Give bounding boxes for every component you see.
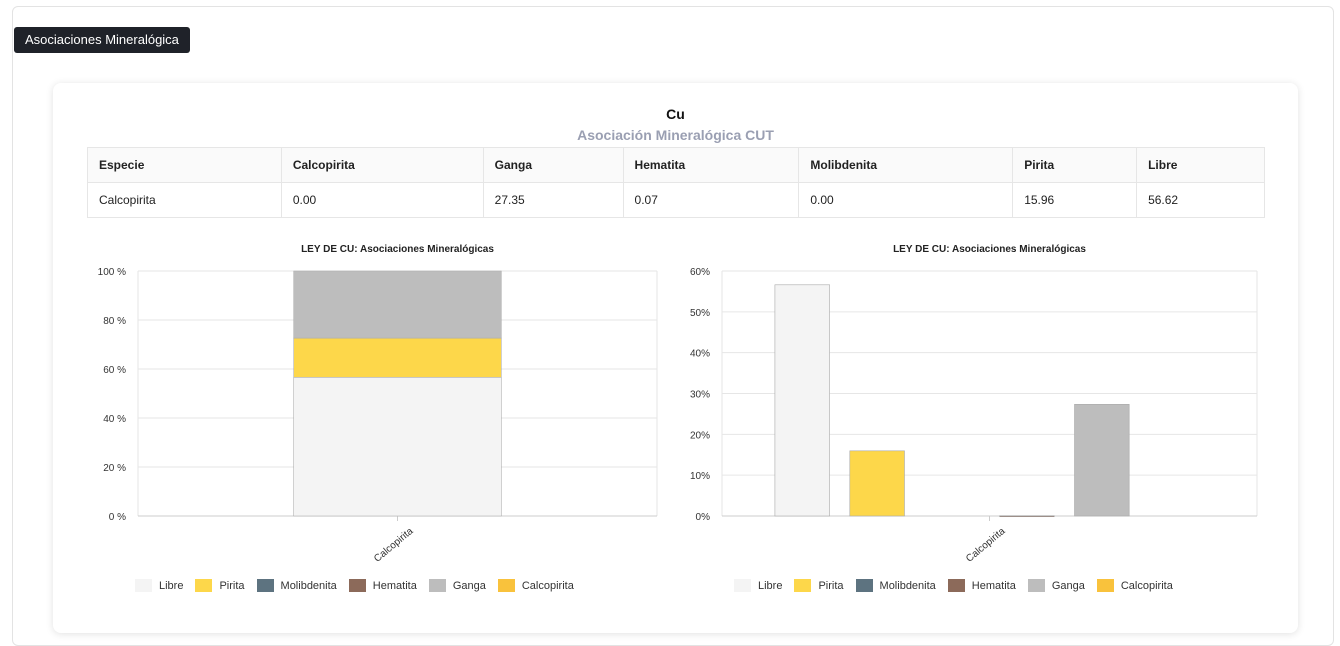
legend-swatch <box>734 579 751 592</box>
chart-title: LEY DE CU: Asociaciones Mineralógicas <box>301 244 494 255</box>
legend-label: Calcopirita <box>1121 580 1173 592</box>
header-libre: Libre <box>1137 148 1265 183</box>
legend-label: Hematita <box>972 580 1016 592</box>
legend-item-pirita[interactable]: Pirita <box>794 579 843 592</box>
legend-item-molibdenita[interactable]: Molibdenita <box>257 579 337 592</box>
legend-swatch <box>794 579 811 592</box>
y-tick-label: 60% <box>690 267 710 278</box>
table-row: Calcopirita 0.00 27.35 0.07 0.00 15.96 5… <box>88 183 1265 218</box>
legend-item-libre[interactable]: Libre <box>734 579 782 592</box>
cell-calcopirita: 0.00 <box>281 183 483 218</box>
y-tick-label: 20% <box>690 430 710 441</box>
cell-hematita: 0.07 <box>623 183 799 218</box>
legend-swatch <box>349 579 366 592</box>
y-tick-label: 40% <box>690 349 710 360</box>
stacked-chart-legend: Libre Pirita Molibdenita Hematita Ganga Calco… <box>135 579 586 592</box>
bar-hematita <box>1000 516 1055 517</box>
legend-swatch <box>195 579 212 592</box>
y-tick-label: 20 % <box>103 463 126 474</box>
cell-especie: Calcopirita <box>88 183 282 218</box>
cell-ganga: 27.35 <box>483 183 623 218</box>
legend-swatch <box>498 579 515 592</box>
association-table: Especie Calcopirita Ganga Hematita Molib… <box>87 147 1265 218</box>
legend-swatch <box>257 579 274 592</box>
legend-item-calcopirita[interactable]: Calcopirita <box>498 579 574 592</box>
x-tick-label: Calcopirita <box>964 526 1008 565</box>
card-subtitle: Asociación Mineralógica CUT <box>53 127 1298 143</box>
grouped-bar-chart: LEY DE CU: Asociaciones Mineralógicas 0% 1… <box>660 240 1280 570</box>
header-molibdenita: Molibdenita <box>799 148 1013 183</box>
y-tick-label: 80 % <box>103 316 126 327</box>
legend-swatch <box>135 579 152 592</box>
y-tick-label: 60 % <box>103 365 126 376</box>
legend-label: Calcopirita <box>522 580 574 592</box>
bar-pirita <box>850 451 905 516</box>
section-label: Asociaciones Mineralógica <box>14 27 190 53</box>
grouped-chart-legend: Libre Pirita Molibdenita Hematita Ganga Calco… <box>734 579 1185 592</box>
legend-swatch <box>856 579 873 592</box>
bar-libre <box>294 377 502 516</box>
cell-pirita: 15.96 <box>1013 183 1137 218</box>
legend-item-hematita[interactable]: Hematita <box>349 579 417 592</box>
legend-item-pirita[interactable]: Pirita <box>195 579 244 592</box>
y-tick-label: 0 % <box>109 512 126 523</box>
legend-label: Molibdenita <box>880 580 936 592</box>
y-tick-label: 40 % <box>103 414 126 425</box>
header-pirita: Pirita <box>1013 148 1137 183</box>
legend-swatch <box>1028 579 1045 592</box>
bar-libre <box>775 285 830 516</box>
table-header-row: Especie Calcopirita Ganga Hematita Molib… <box>88 148 1265 183</box>
legend-swatch <box>1097 579 1114 592</box>
legend-label: Pirita <box>818 580 843 592</box>
legend-label: Ganga <box>453 580 486 592</box>
y-tick-label: 100 % <box>98 267 126 278</box>
legend-label: Libre <box>159 580 183 592</box>
stacked-bar-chart: LEY DE CU: Asociaciones Mineralógicas 0 %… <box>60 240 680 570</box>
legend-item-ganga[interactable]: Ganga <box>429 579 486 592</box>
legend-swatch <box>429 579 446 592</box>
legend-swatch <box>948 579 965 592</box>
legend-label: Ganga <box>1052 580 1085 592</box>
bar-pirita <box>294 338 502 377</box>
header-ganga: Ganga <box>483 148 623 183</box>
bar-ganga <box>1075 404 1130 516</box>
y-tick-label: 30% <box>690 390 710 401</box>
header-especie: Especie <box>88 148 282 183</box>
legend-item-ganga[interactable]: Ganga <box>1028 579 1085 592</box>
x-tick-label: Calcopirita <box>372 526 416 565</box>
y-tick-label: 0% <box>696 512 711 523</box>
legend-item-libre[interactable]: Libre <box>135 579 183 592</box>
legend-label: Molibdenita <box>281 580 337 592</box>
y-tick-label: 50% <box>690 308 710 319</box>
y-tick-label: 10% <box>690 471 710 482</box>
header-calcopirita: Calcopirita <box>281 148 483 183</box>
legend-item-molibdenita[interactable]: Molibdenita <box>856 579 936 592</box>
legend-item-hematita[interactable]: Hematita <box>948 579 1016 592</box>
cell-libre: 56.62 <box>1137 183 1265 218</box>
card-title: Cu <box>53 106 1298 122</box>
cell-molibdenita: 0.00 <box>799 183 1013 218</box>
header-hematita: Hematita <box>623 148 799 183</box>
legend-label: Pirita <box>219 580 244 592</box>
bar-ganga <box>294 271 502 338</box>
legend-label: Hematita <box>373 580 417 592</box>
legend-item-calcopirita[interactable]: Calcopirita <box>1097 579 1173 592</box>
chart-title: LEY DE CU: Asociaciones Mineralógicas <box>893 244 1086 255</box>
legend-label: Libre <box>758 580 782 592</box>
